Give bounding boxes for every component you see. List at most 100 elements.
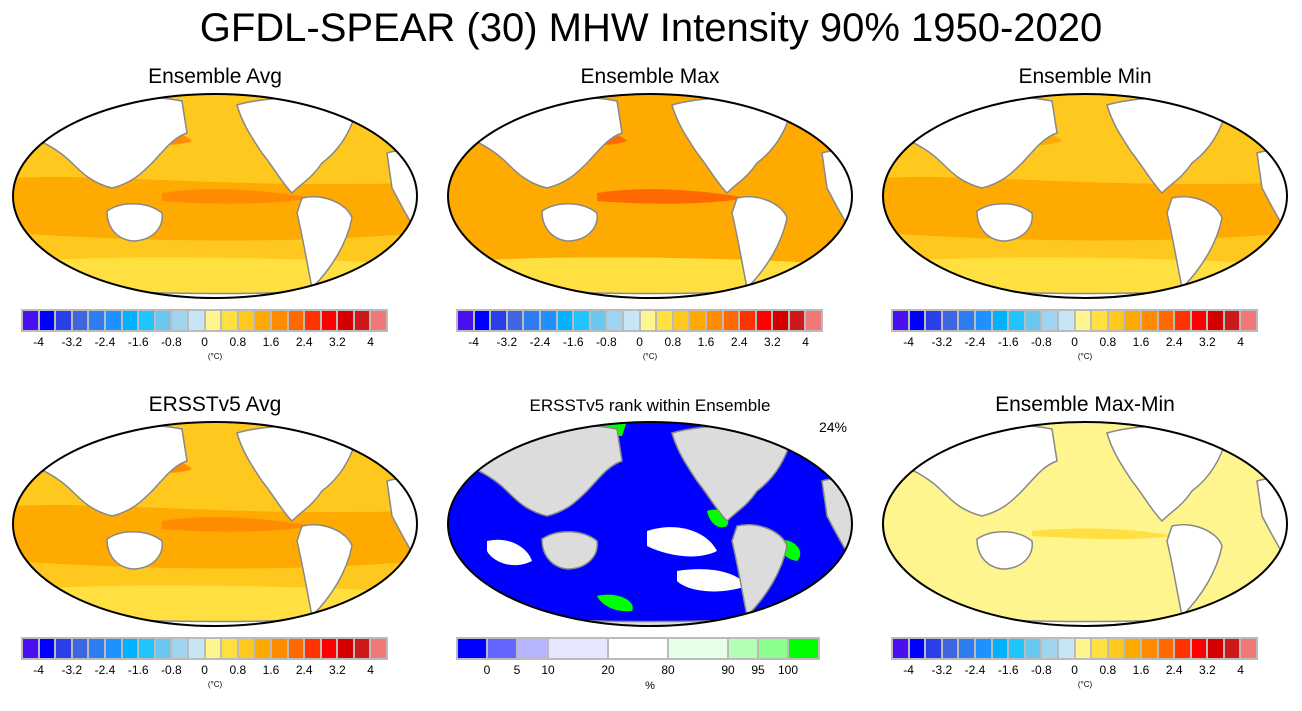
panel-avg: Ensemble Avg -4 -3.2 -2.4 -1.6 -0.8 0 0.8 1.6 2.4… bbox=[0, 65, 430, 365]
colorbar-tick-label: 0 bbox=[1071, 663, 1078, 677]
colorbar-tick-label: -4 bbox=[33, 335, 44, 349]
colorbar-tick-label: -1.6 bbox=[127, 663, 149, 677]
colorbar-box bbox=[1191, 639, 1207, 658]
colorbar-tick-label: 1.6 bbox=[1132, 335, 1150, 349]
landmass-sam bbox=[731, 196, 788, 290]
field-band bbox=[162, 517, 312, 532]
colorbar-box bbox=[669, 639, 727, 658]
colorbar-box bbox=[1141, 311, 1157, 330]
field-band bbox=[13, 504, 417, 569]
panel-rank: ERSSTv5 rank within Ensemble 24% 0 5 10 20 80 9… bbox=[435, 393, 865, 693]
colorbar-box bbox=[806, 311, 822, 330]
colorbar-box bbox=[288, 311, 304, 330]
colorbar-tick-label: 2.4 bbox=[295, 663, 313, 677]
panel-ersst: ERSSTv5 Avg -4 -3.2 -2.4 -1.6 -0.8 0 0.8 1.6 2.4 3… bbox=[0, 393, 430, 693]
colorbar-tick-label: 2.4 bbox=[730, 335, 748, 349]
colorbar-tick-label: 80 bbox=[661, 663, 675, 677]
colorbar-unit: % bbox=[645, 680, 655, 692]
map-border bbox=[12, 421, 418, 627]
colorbar-box bbox=[338, 311, 353, 330]
colorbar-box bbox=[371, 639, 387, 658]
colorbar-box bbox=[371, 311, 387, 330]
colorbar-tick-label: -4 bbox=[903, 335, 914, 349]
colorbar-tick-label: 0.8 bbox=[1099, 663, 1117, 677]
colorbar-tick-label: 3.2 bbox=[1199, 335, 1216, 349]
colorbar-box bbox=[1208, 311, 1223, 330]
colorbar-tick-label: -2.4 bbox=[964, 335, 986, 349]
colorbar-box bbox=[188, 311, 204, 330]
colorbar-box bbox=[518, 639, 547, 658]
colorbar-box bbox=[1175, 639, 1190, 658]
landmass-sam bbox=[1166, 196, 1223, 290]
colorbar-tick-label: 5 bbox=[513, 663, 521, 677]
panel-title: Ensemble Max bbox=[580, 65, 720, 88]
colorbar-box bbox=[155, 639, 171, 658]
colorbar-tick-label: -2.4 bbox=[964, 663, 986, 677]
colorbar-box bbox=[1208, 639, 1223, 658]
field-band bbox=[1032, 528, 1172, 540]
colorbar-box bbox=[321, 639, 337, 658]
field-band bbox=[597, 189, 747, 204]
colorbar-box bbox=[56, 311, 71, 330]
colorbar-box bbox=[1025, 639, 1041, 658]
colorbar-tick-label: 1.6 bbox=[1132, 663, 1150, 677]
colorbar-tick-label: 1.6 bbox=[697, 335, 715, 349]
colorbar-box bbox=[89, 639, 104, 658]
colorbar-box bbox=[789, 639, 818, 658]
colorbar-box bbox=[1108, 311, 1124, 330]
colorbar-box bbox=[1042, 639, 1057, 658]
map-border bbox=[882, 421, 1288, 627]
colorbar-box bbox=[926, 639, 941, 658]
colorbar-tick-label: -2.4 bbox=[529, 335, 551, 349]
colorbar-unit: (°C) bbox=[207, 680, 223, 689]
colorbar-box bbox=[524, 311, 539, 330]
colorbar-tick-label: 100 bbox=[777, 663, 799, 677]
colorbar-box bbox=[909, 639, 925, 658]
colorbar-box bbox=[975, 311, 991, 330]
colorbar-box bbox=[354, 311, 370, 330]
colorbar-tick-label: 3.2 bbox=[764, 335, 781, 349]
colorbar-box bbox=[72, 639, 88, 658]
rank-patch bbox=[597, 594, 633, 612]
colorbar-box bbox=[959, 639, 974, 658]
colorbar-box bbox=[1009, 311, 1024, 330]
colorbar-box bbox=[271, 311, 287, 330]
panel-range: Ensemble Max-Min -4 -3.2 -2.4 -1.6 -0.8 0 0.8 1.… bbox=[870, 393, 1300, 693]
colorbar-box bbox=[1141, 639, 1157, 658]
colorbar-box bbox=[305, 311, 320, 330]
landmass-grn bbox=[350, 94, 393, 120]
colorbar-tick-label: -2.4 bbox=[94, 335, 116, 349]
colorbar-tick-label: -1.6 bbox=[997, 335, 1019, 349]
colorbar bbox=[21, 309, 389, 332]
colorbar-box bbox=[942, 311, 958, 330]
colorbar-box bbox=[942, 639, 958, 658]
colorbar-box bbox=[1125, 639, 1140, 658]
landmass-grn bbox=[350, 422, 393, 448]
colorbar-box bbox=[122, 311, 138, 330]
colorbar-box bbox=[975, 639, 991, 658]
colorbar-box bbox=[255, 311, 270, 330]
map bbox=[882, 421, 1288, 627]
landmass-grn bbox=[1220, 94, 1263, 120]
colorbar-tick-label: 20 bbox=[601, 663, 615, 677]
colorbar-tick-label: -1.6 bbox=[127, 335, 149, 349]
colorbar-box bbox=[122, 639, 138, 658]
colorbar bbox=[891, 637, 1259, 660]
colorbar-box bbox=[238, 639, 254, 658]
colorbar bbox=[21, 637, 389, 660]
colorbar-box bbox=[590, 311, 606, 330]
colorbar-box bbox=[723, 311, 739, 330]
colorbar-tick-label: 90 bbox=[721, 663, 735, 677]
colorbar-box bbox=[205, 311, 221, 330]
colorbar-box bbox=[574, 311, 589, 330]
colorbar-box bbox=[1224, 311, 1240, 330]
field-band bbox=[883, 176, 1287, 241]
rank-patch bbox=[487, 539, 532, 566]
colorbar-box bbox=[926, 311, 941, 330]
colorbar-tick-label: 4 bbox=[367, 335, 374, 349]
colorbar-box bbox=[1075, 639, 1091, 658]
rank-patch bbox=[647, 527, 717, 557]
colorbar-tick-label: 1.6 bbox=[262, 335, 280, 349]
colorbar-box bbox=[288, 639, 304, 658]
colorbar-tick-label: 0.8 bbox=[229, 335, 247, 349]
